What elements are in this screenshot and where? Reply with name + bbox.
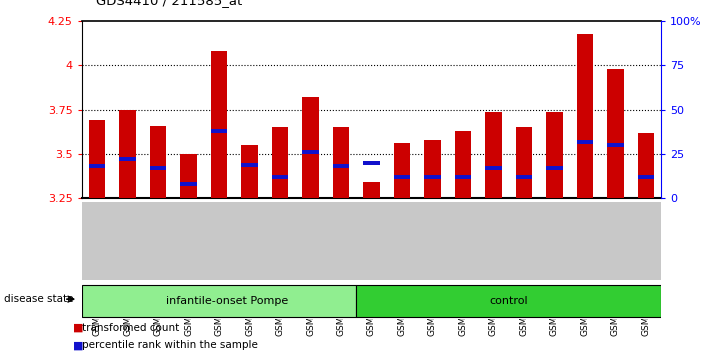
- Bar: [210, 51, 228, 198]
- Bar: [454, 175, 471, 179]
- Bar: [394, 143, 410, 198]
- Bar: [241, 163, 258, 167]
- Bar: [82, 285, 356, 317]
- Bar: [119, 157, 136, 161]
- Bar: [424, 175, 441, 179]
- Bar: [272, 175, 289, 179]
- Bar: [638, 133, 654, 198]
- Text: ■: ■: [73, 323, 84, 333]
- Bar: [607, 143, 624, 147]
- Bar: [119, 110, 136, 198]
- Bar: [333, 127, 349, 198]
- Bar: [485, 166, 502, 170]
- Text: control: control: [489, 296, 528, 306]
- Bar: [180, 182, 197, 186]
- Bar: [638, 175, 654, 179]
- Text: percentile rank within the sample: percentile rank within the sample: [82, 341, 257, 350]
- Text: GDS4410 / 211585_at: GDS4410 / 211585_at: [82, 318, 228, 331]
- Text: transformed count: transformed count: [82, 323, 179, 333]
- Bar: [149, 166, 166, 170]
- Text: ■: ■: [73, 341, 84, 350]
- Text: infantile-onset Pompe: infantile-onset Pompe: [166, 296, 288, 306]
- Bar: [394, 175, 410, 179]
- Bar: [89, 164, 105, 169]
- Bar: [302, 97, 319, 198]
- Bar: [454, 131, 471, 198]
- Bar: [607, 69, 624, 198]
- Bar: [356, 285, 661, 317]
- Bar: [515, 175, 533, 179]
- Bar: [485, 112, 502, 198]
- Bar: [546, 166, 563, 170]
- Bar: [272, 127, 289, 198]
- Bar: [546, 112, 563, 198]
- Bar: [302, 150, 319, 154]
- Text: GDS4410 / 211585_at: GDS4410 / 211585_at: [96, 0, 242, 7]
- Bar: [577, 140, 594, 144]
- Bar: [241, 145, 258, 198]
- Bar: [515, 127, 533, 198]
- Text: disease state: disease state: [4, 294, 73, 304]
- Bar: [210, 129, 228, 133]
- Bar: [363, 182, 380, 198]
- Bar: [333, 164, 349, 169]
- Bar: [577, 34, 594, 198]
- Bar: [424, 140, 441, 198]
- Bar: [149, 126, 166, 198]
- Bar: [89, 120, 105, 198]
- Bar: [363, 161, 380, 165]
- Bar: [180, 154, 197, 198]
